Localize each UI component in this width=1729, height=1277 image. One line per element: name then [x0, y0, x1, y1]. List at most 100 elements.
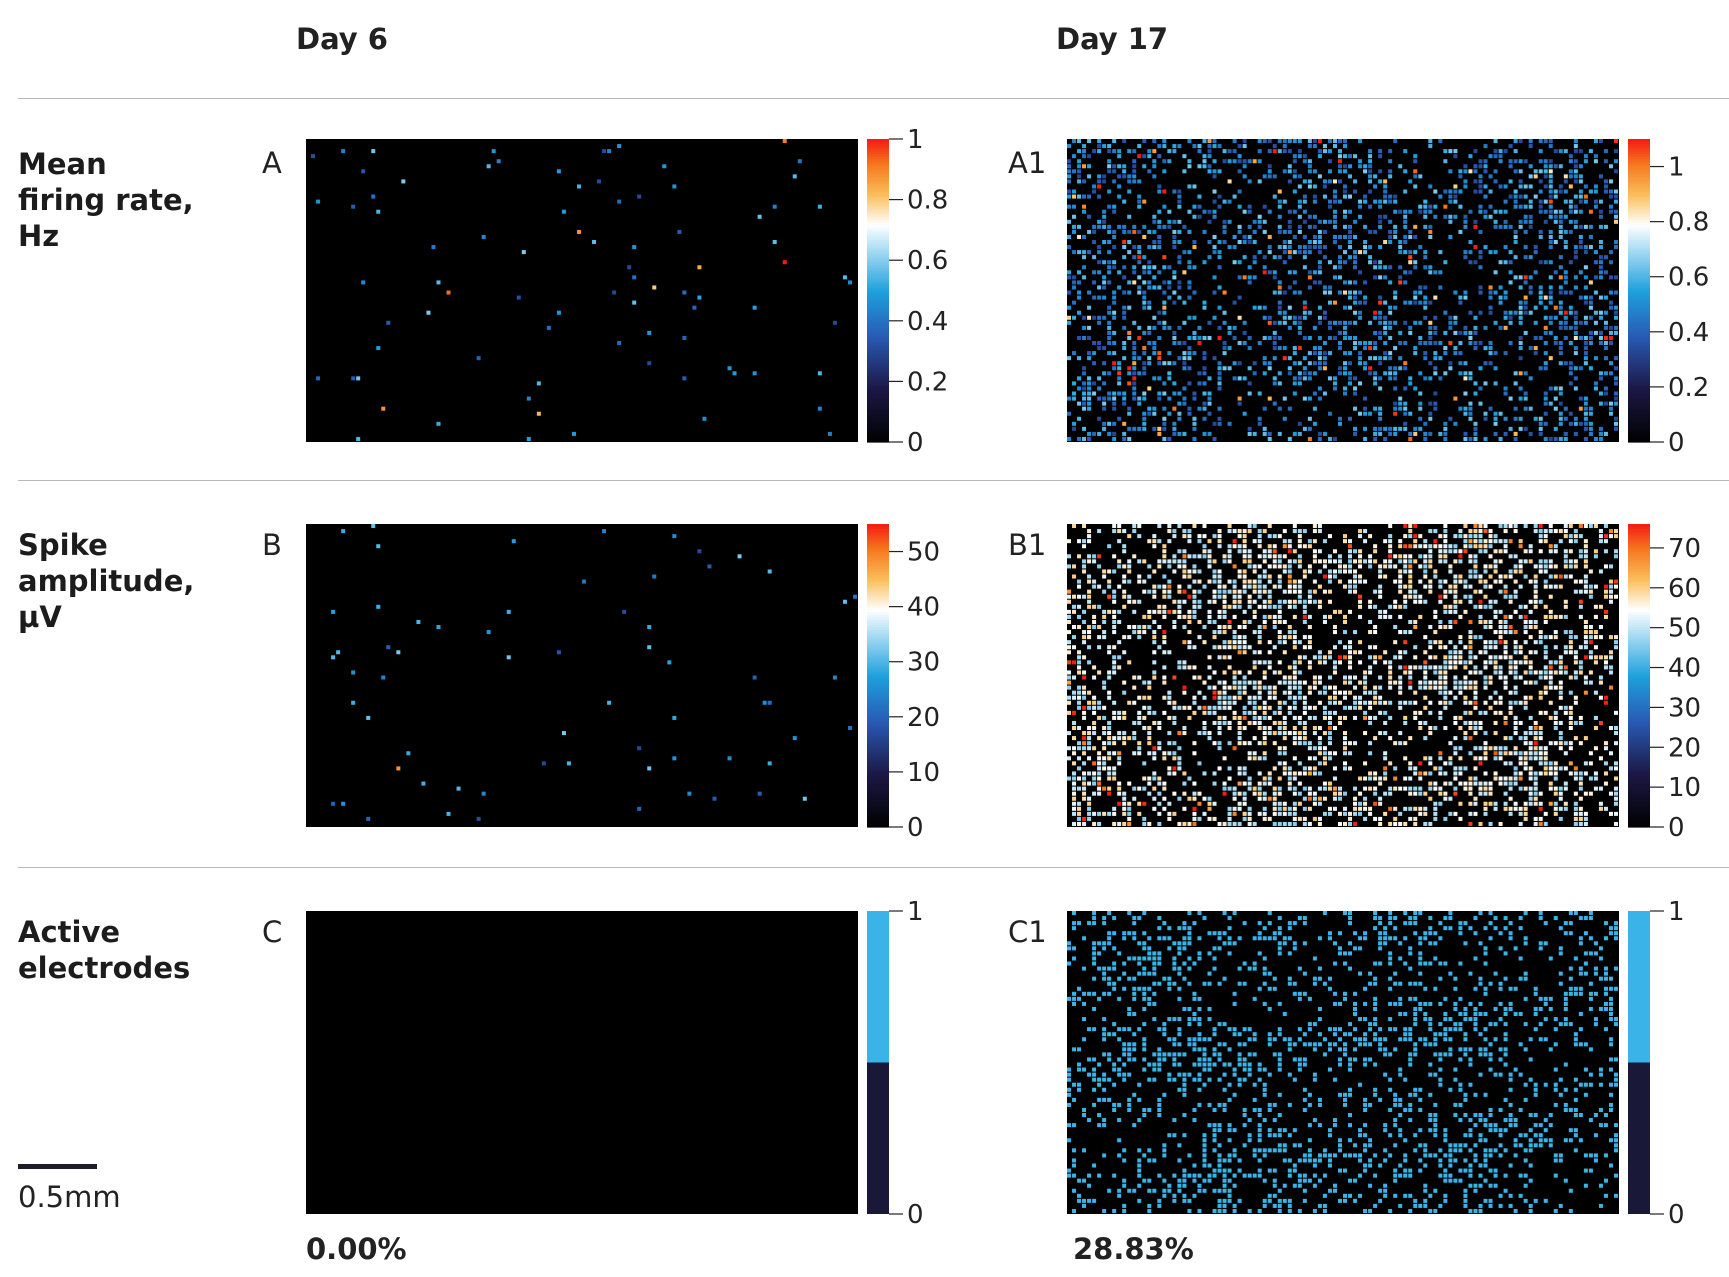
- electrode-cell: [1122, 431, 1127, 436]
- electrode-cell: [1212, 589, 1217, 594]
- electrode-cell: [1072, 625, 1077, 630]
- electrode-cell: [1378, 154, 1383, 159]
- electrode-cell: [1272, 685, 1277, 690]
- electrode-cell: [1343, 290, 1348, 295]
- electrode-cell: [1157, 584, 1162, 589]
- electrode-cell: [1343, 736, 1348, 741]
- electrode-cell: [1548, 741, 1553, 746]
- electrode-cell: [1122, 224, 1127, 229]
- electrode-cell: [1197, 619, 1202, 624]
- electrode-cell: [1463, 411, 1468, 416]
- electrode-cell: [1508, 700, 1513, 705]
- electrode-cell: [1312, 199, 1317, 204]
- electrode-cell: [1598, 675, 1603, 680]
- electrode-cell: [1373, 275, 1378, 280]
- electrode-cell: [1162, 305, 1167, 310]
- electrode-cell: [1543, 361, 1548, 366]
- electrode-cell: [1262, 670, 1267, 675]
- electrode-cell: [1353, 219, 1358, 224]
- electrode-cell: [1257, 159, 1262, 164]
- panel-label-b1: B1: [1008, 528, 1047, 562]
- electrode-cell: [1468, 650, 1473, 655]
- electrode-cell: [1172, 240, 1177, 245]
- electrode-cell: [1207, 675, 1212, 680]
- electrode-cell: [1332, 625, 1337, 630]
- electrode-cell: [1197, 569, 1202, 574]
- electrode-cell: [1257, 149, 1262, 154]
- electrode-cell: [1292, 660, 1297, 665]
- electrode-cell: [1583, 426, 1588, 431]
- electrode-cell: [1182, 356, 1187, 361]
- electrode-cell: [1458, 406, 1463, 411]
- electrode-cell: [1152, 229, 1157, 234]
- electrode-cell: [1518, 320, 1523, 325]
- electrode-cell: [1393, 554, 1398, 559]
- electrode-cell: [1528, 731, 1533, 736]
- electrode-cell: [1573, 219, 1578, 224]
- electrode-cell: [1513, 529, 1518, 534]
- electrode-cell: [1132, 149, 1137, 154]
- electrode-cell: [1242, 320, 1247, 325]
- electrode-cell: [1463, 295, 1468, 300]
- electrode-cell: [1363, 164, 1368, 169]
- electrode-cell: [1583, 154, 1588, 159]
- electrode-cell: [1217, 386, 1222, 391]
- electrode-cell: [1317, 761, 1322, 766]
- electrode-cell: [1518, 700, 1523, 705]
- electrode-cell: [1307, 159, 1312, 164]
- electrode-cell: [1252, 756, 1257, 761]
- electrode-cell: [1152, 245, 1157, 250]
- electrode-cell: [1488, 675, 1493, 680]
- electrode-cell: [1147, 245, 1152, 250]
- electrode-cell: [1252, 539, 1257, 544]
- electrode-cell: [1458, 351, 1463, 356]
- electrode-cell: [1087, 625, 1092, 630]
- electrode-cell: [1287, 559, 1292, 564]
- electrode-cell: [1127, 564, 1132, 569]
- electrode-cell: [1122, 255, 1127, 260]
- electrode-cell: [541, 761, 546, 766]
- electrode-cell: [1408, 554, 1413, 559]
- electrode-cell: [1252, 275, 1257, 280]
- electrode-cell: [1207, 391, 1212, 396]
- electrode-cell: [1523, 736, 1528, 741]
- electrode-cell: [1418, 685, 1423, 690]
- electrode-cell: [1227, 604, 1232, 609]
- electrode-cell: [1142, 786, 1147, 791]
- electrode-cell: [1538, 139, 1543, 144]
- electrode-cell: [1508, 554, 1513, 559]
- electrode-cell: [1272, 544, 1277, 549]
- electrode-cell: [1227, 549, 1232, 554]
- electrode-cell: [1578, 665, 1583, 670]
- electrode-cell: [1548, 245, 1553, 250]
- electrode-cell: [1282, 250, 1287, 255]
- electrode-cell: [1232, 680, 1237, 685]
- electrode-cell: [1383, 776, 1388, 781]
- electrode-cell: [1583, 584, 1588, 589]
- electrode-cell: [1087, 250, 1092, 255]
- electrode-cell: [1242, 234, 1247, 239]
- electrode-cell: [1403, 386, 1408, 391]
- electrode-cell: [1488, 655, 1493, 660]
- electrode-cell: [1548, 670, 1553, 675]
- electrode-cell: [1102, 174, 1107, 179]
- electrode-cell: [1177, 199, 1182, 204]
- electrode-cell: [1583, 544, 1588, 549]
- electrode-cell: [1232, 710, 1237, 715]
- electrode-cell: [1478, 761, 1483, 766]
- electrode-cell: [1548, 234, 1553, 239]
- electrode-cell: [1202, 695, 1207, 700]
- electrode-cell: [1162, 695, 1167, 700]
- electrode-cell: [1242, 675, 1247, 680]
- electrode-cell: [1122, 736, 1127, 741]
- electrode-cell: [1393, 199, 1398, 204]
- electrode-cell: [1603, 761, 1608, 766]
- electrode-cell: [1312, 675, 1317, 680]
- electrode-cell: [1327, 320, 1332, 325]
- electrode-cell: [1583, 265, 1588, 270]
- electrode-cell: [1152, 635, 1157, 640]
- electrode-cell: [386, 320, 391, 325]
- electrode-cell: [1302, 305, 1307, 310]
- electrode-cell: [1528, 376, 1533, 381]
- electrode-cell: [1453, 609, 1458, 614]
